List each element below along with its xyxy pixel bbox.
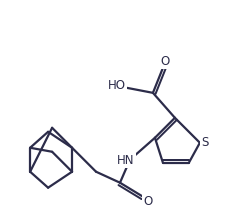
Text: HN: HN <box>117 154 134 167</box>
Text: O: O <box>160 55 169 68</box>
Text: S: S <box>200 136 208 149</box>
Text: HO: HO <box>108 79 126 92</box>
Text: O: O <box>143 195 152 208</box>
